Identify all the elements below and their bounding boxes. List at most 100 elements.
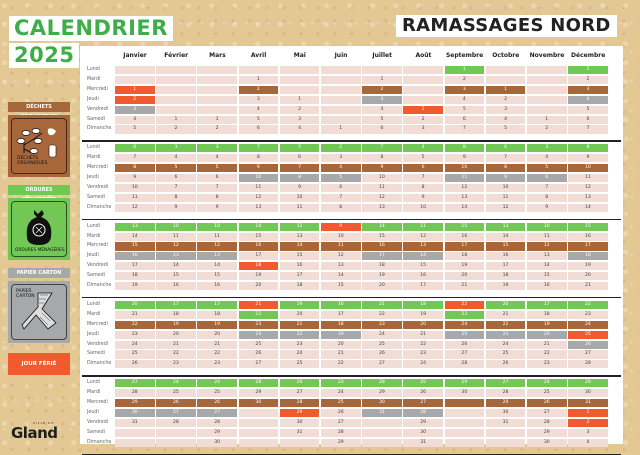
day-cell: 11 <box>115 193 155 202</box>
day-cell <box>403 95 443 104</box>
household-icon-text: ORDURES MÉNAGÈRES <box>15 248 65 253</box>
day-cell: 22 <box>485 320 526 329</box>
day-cell: 30 <box>527 438 567 447</box>
day-cell: 21 <box>115 310 155 319</box>
day-cell: 28 <box>527 418 567 427</box>
day-cell: 6 <box>444 115 485 124</box>
day-cell: 8 <box>279 174 320 183</box>
day-cell: 12 <box>279 222 320 231</box>
day-cell: 4 <box>115 115 155 124</box>
day-cell: 28 <box>238 379 279 388</box>
day-cell: 7 <box>197 183 237 193</box>
day-cell: 14 <box>321 272 361 281</box>
day-cell: 17 <box>321 310 361 319</box>
day-cell: 12 <box>115 203 155 212</box>
month-header-10: Novembre <box>529 52 565 59</box>
day-cell: 22 <box>403 340 443 349</box>
day-cell <box>279 75 320 85</box>
weekday-label: Mardi <box>87 76 101 82</box>
day-cell: 21 <box>156 340 196 349</box>
day-cell: 11 <box>527 232 567 241</box>
day-cell: 16 <box>156 282 196 291</box>
day-cell: 7 <box>238 144 279 153</box>
day-cell: 2 <box>238 85 279 94</box>
day-cell: 2 <box>279 105 320 114</box>
day-cell: 7 <box>485 154 526 163</box>
day-cell <box>485 75 526 85</box>
day-cell: 7 <box>115 154 155 163</box>
day-cell: 26 <box>115 360 155 369</box>
day-cell: 30 <box>115 408 155 418</box>
day-cell: 31 <box>279 428 320 437</box>
day-cell: 4 <box>279 125 320 134</box>
day-cell <box>403 75 443 85</box>
day-cell: 23 <box>238 320 279 329</box>
day-cell: 5 <box>403 154 443 163</box>
day-cell: 20 <box>362 282 402 291</box>
day-cell: 25 <box>238 340 279 349</box>
month-header-8: Septembre <box>445 52 484 59</box>
day-cell: 1 <box>238 75 279 85</box>
day-cell: 5 <box>279 144 320 153</box>
day-cell: 28 <box>444 360 485 369</box>
day-cell: 29 <box>527 428 567 437</box>
day-cell: 15 <box>279 252 320 261</box>
day-cell: 15 <box>568 222 608 231</box>
trash-bag-icon: ORDURES MÉNAGÈRES <box>8 198 70 260</box>
day-cell: 14 <box>279 242 320 251</box>
day-cell: 3 <box>156 144 196 153</box>
day-cell: 30 <box>403 428 443 437</box>
day-cell <box>485 66 526 75</box>
day-cell: 3 <box>527 144 567 153</box>
month-header-4: Mai <box>293 52 306 59</box>
day-cell: 2 <box>321 144 361 153</box>
day-cell: 29 <box>197 428 237 437</box>
day-cell: 22 <box>362 310 402 319</box>
day-cell: 25 <box>156 389 196 398</box>
day-cell <box>156 105 196 114</box>
day-cell: 25 <box>115 350 155 359</box>
day-cell: 8 <box>321 203 361 212</box>
day-cell: 24 <box>527 379 567 388</box>
day-cell: 23 <box>156 360 196 369</box>
day-cell: 16 <box>279 262 320 271</box>
day-cell: 5 <box>527 164 567 173</box>
day-cell <box>362 438 402 447</box>
day-cell: 21 <box>568 282 608 291</box>
day-cell: 30 <box>568 389 608 398</box>
day-cell: 6 <box>279 154 320 163</box>
day-cell: 19 <box>279 300 320 310</box>
day-cell: 16 <box>321 300 361 310</box>
day-cell: 22 <box>115 320 155 329</box>
day-cell: 14 <box>403 252 443 261</box>
day-cell: 21 <box>197 340 237 349</box>
day-cell: 28 <box>197 418 237 427</box>
month-header-2: Mars <box>209 52 226 59</box>
day-cell: 17 <box>156 300 196 310</box>
weekday-label: Lundi <box>87 301 101 307</box>
day-cell: 11 <box>403 222 443 231</box>
day-cell: 3 <box>568 85 608 94</box>
day-cell: 29 <box>238 389 279 398</box>
day-cell: 9 <box>156 203 196 212</box>
day-cell: 7 <box>527 183 567 193</box>
organic-waste-icon: DÉCHETS ORGANIQUES <box>8 115 70 177</box>
day-cell <box>279 66 320 75</box>
day-cell: 21 <box>485 310 526 319</box>
day-cell: 21 <box>279 320 320 329</box>
day-cell: 17 <box>279 272 320 281</box>
day-cell: 24 <box>444 320 485 329</box>
day-cell <box>527 66 567 75</box>
day-cell: 15 <box>362 232 402 241</box>
day-cell: 26 <box>527 399 567 408</box>
day-cell: 25 <box>527 389 567 398</box>
day-cell: 20 <box>197 330 237 339</box>
day-cell: 23 <box>485 330 526 339</box>
day-cell <box>197 75 237 85</box>
day-cell: 12 <box>568 183 608 193</box>
day-cell <box>238 428 279 437</box>
weekday-label: Mercredi <box>87 400 108 405</box>
day-cell <box>238 418 279 427</box>
weekday-label: Lundi <box>87 67 101 72</box>
day-cell: 19 <box>362 272 402 281</box>
